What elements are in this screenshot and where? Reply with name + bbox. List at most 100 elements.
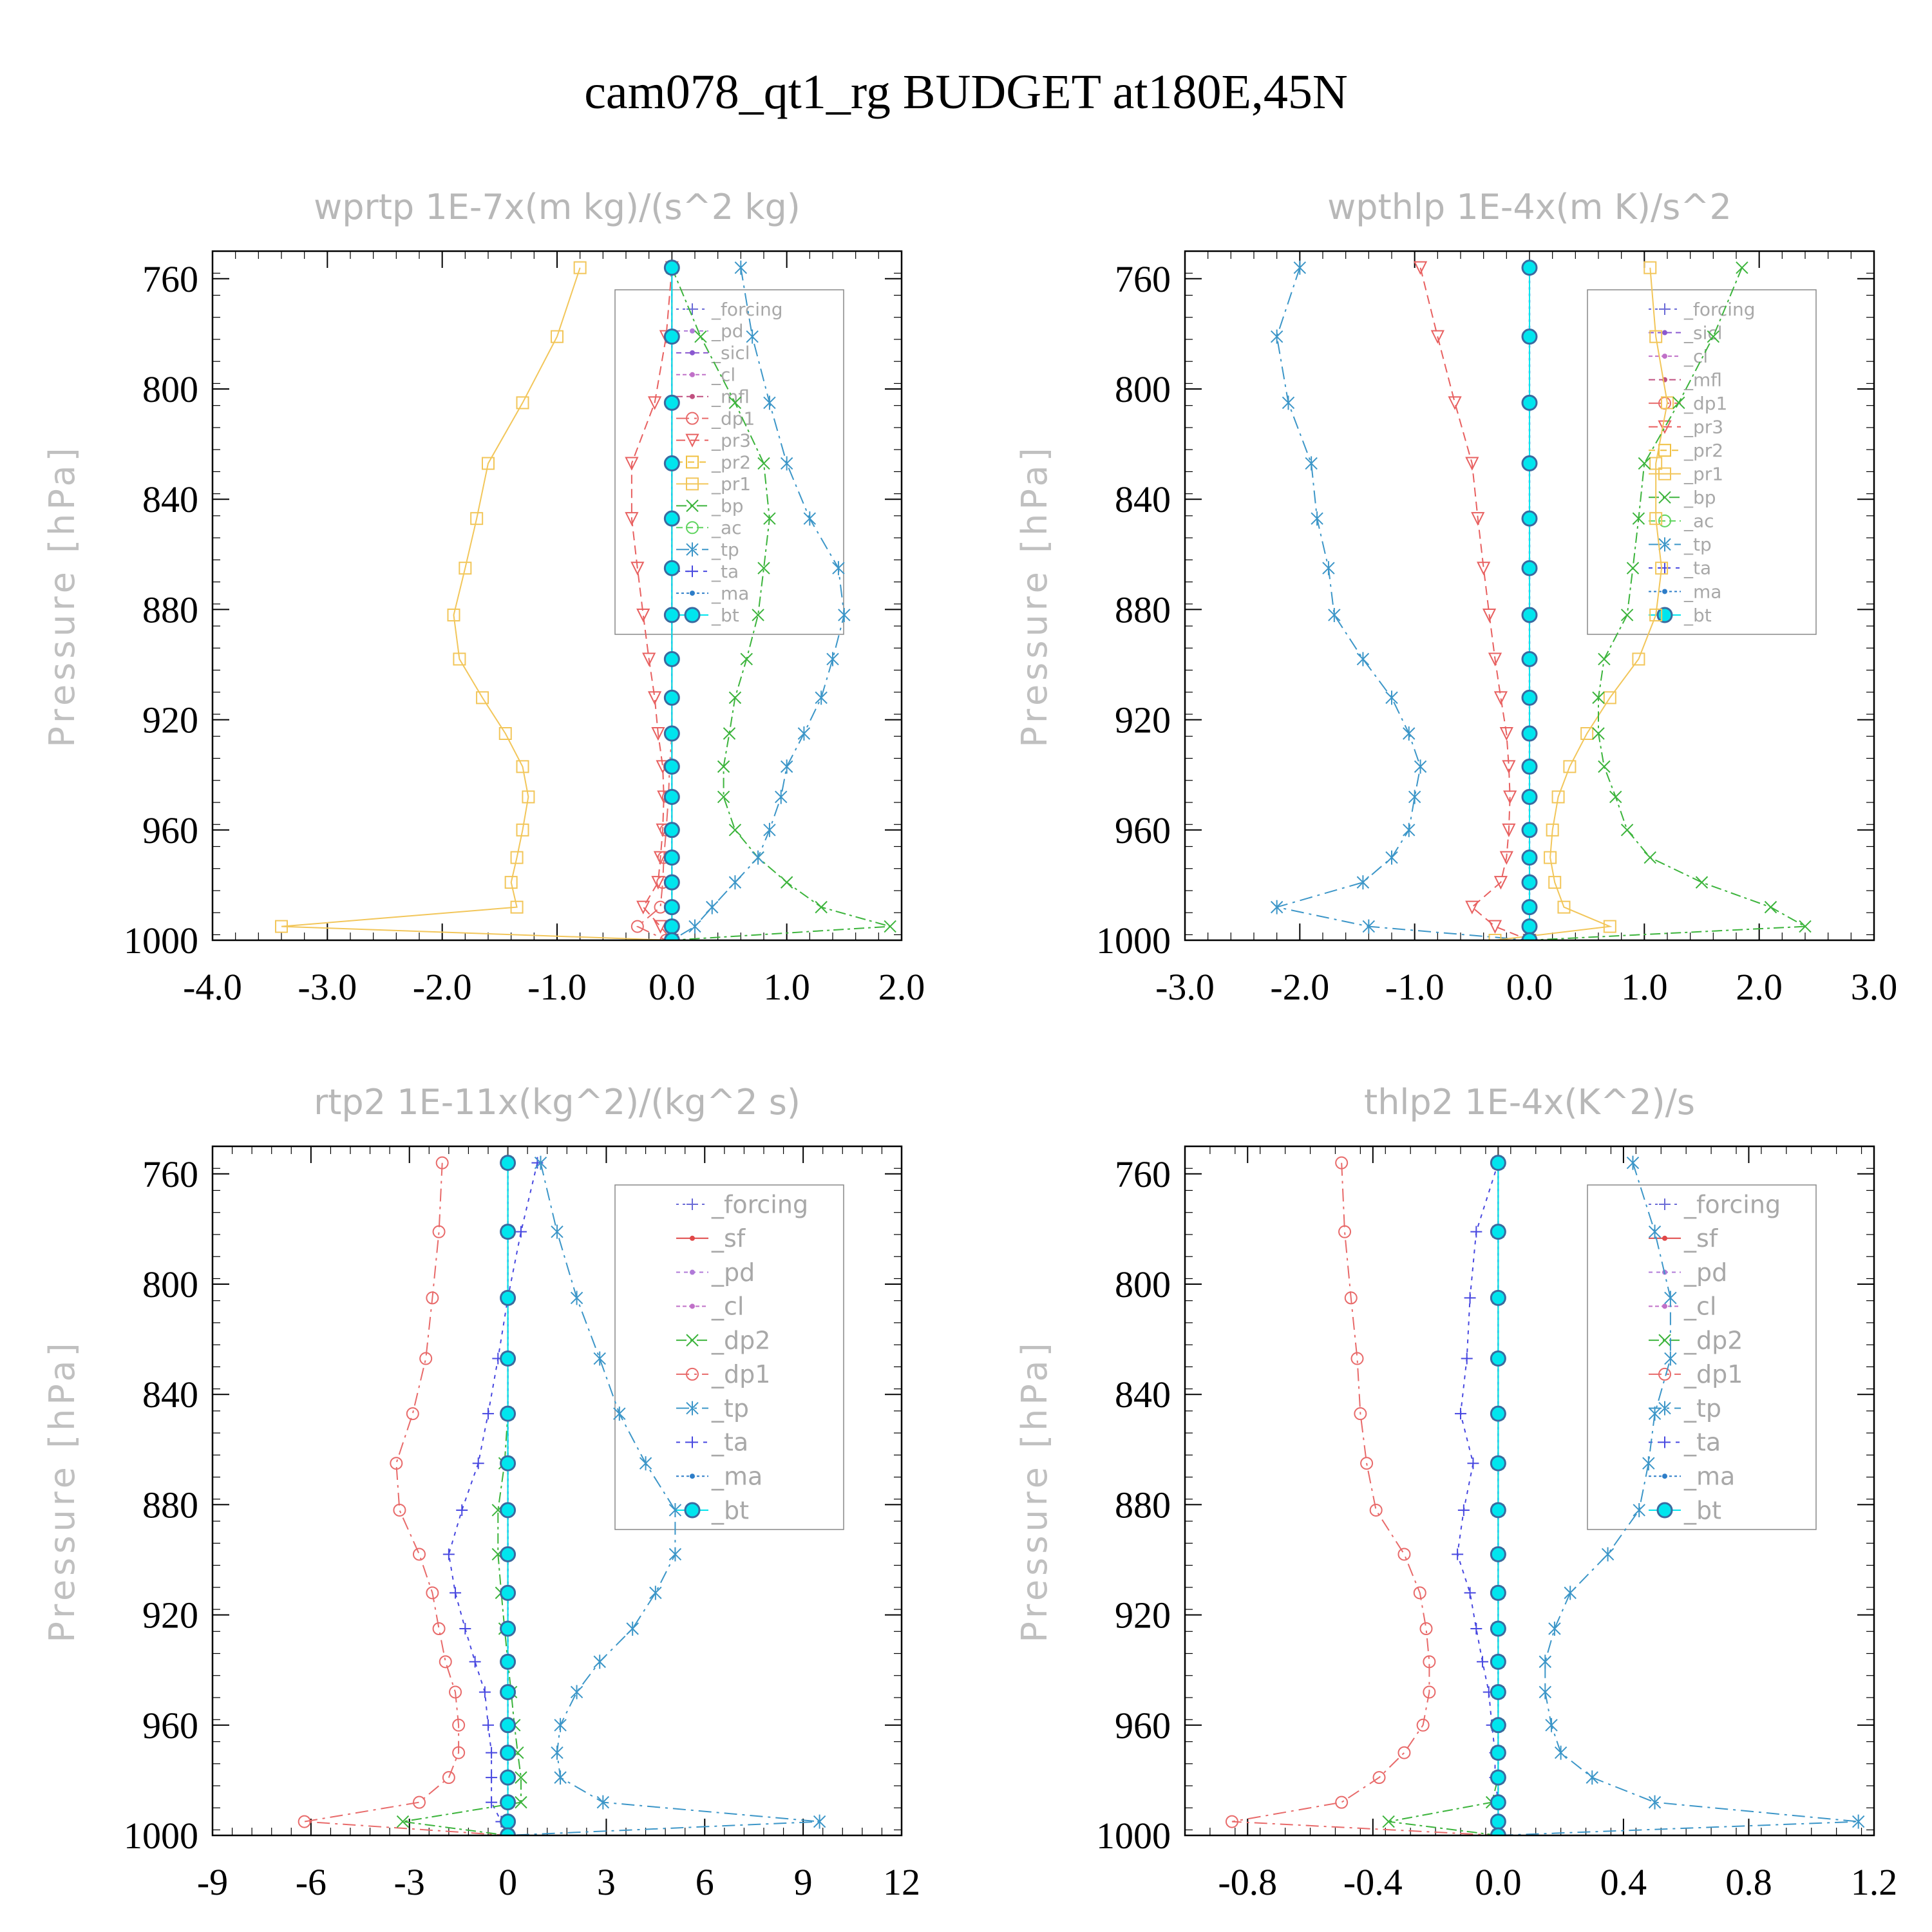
legend-marker bbox=[686, 412, 699, 425]
data-point bbox=[651, 727, 665, 741]
data-point bbox=[439, 1655, 452, 1669]
x-tick-label: -6 bbox=[296, 1861, 327, 1903]
data-point bbox=[1270, 329, 1283, 344]
data-point bbox=[1521, 788, 1538, 805]
x-tick-label: 0 bbox=[498, 1861, 517, 1903]
data-point bbox=[442, 1771, 455, 1785]
data-point bbox=[450, 1587, 462, 1599]
data-point bbox=[630, 562, 645, 576]
y-tick-label: 840 bbox=[1115, 478, 1171, 520]
data-point bbox=[1649, 457, 1663, 470]
data-point bbox=[663, 650, 680, 667]
data-point bbox=[663, 260, 680, 276]
x-tick-label: 0.8 bbox=[1725, 1861, 1772, 1903]
y-tick-label: 1000 bbox=[124, 920, 198, 961]
legend-label: _bt bbox=[1683, 605, 1712, 626]
data-point bbox=[516, 396, 529, 410]
data-point bbox=[775, 790, 788, 804]
x-tick-label: 6 bbox=[696, 1861, 714, 1903]
data-point bbox=[1488, 652, 1502, 667]
data-point bbox=[1397, 1746, 1411, 1759]
data-point bbox=[1490, 1653, 1506, 1670]
data-point bbox=[1764, 900, 1777, 914]
x-tick-label: -3 bbox=[394, 1861, 425, 1903]
data-point bbox=[1457, 1504, 1470, 1516]
series-line bbox=[304, 1162, 508, 1835]
legend-label: _pr3 bbox=[1683, 416, 1723, 437]
data-point bbox=[432, 1622, 446, 1635]
data-point bbox=[663, 607, 680, 623]
data-point bbox=[1490, 1827, 1506, 1835]
data-point bbox=[1598, 652, 1611, 666]
data-point bbox=[763, 822, 776, 837]
legend-marker bbox=[687, 565, 698, 578]
data-point bbox=[663, 394, 680, 411]
data-point bbox=[413, 1795, 426, 1809]
data-point bbox=[1493, 876, 1508, 890]
data-point bbox=[663, 874, 680, 891]
legend-label: _tp bbox=[1683, 534, 1712, 555]
data-point bbox=[1356, 875, 1370, 890]
data-point bbox=[593, 1351, 606, 1366]
series-line bbox=[1529, 267, 1808, 940]
data-point bbox=[500, 1350, 516, 1367]
y-tick-label: 760 bbox=[142, 1153, 198, 1195]
data-point bbox=[1482, 608, 1497, 623]
data-point bbox=[1372, 1771, 1386, 1785]
data-point bbox=[663, 758, 680, 775]
legend-marker bbox=[1662, 1303, 1667, 1309]
x-tick-label: 3 bbox=[597, 1861, 616, 1903]
y-tick-label: 760 bbox=[1115, 258, 1171, 300]
legend-box bbox=[1587, 289, 1817, 635]
data-point bbox=[1490, 1745, 1506, 1761]
legend-label: _cl bbox=[711, 365, 735, 386]
data-point bbox=[639, 1456, 652, 1471]
data-point bbox=[1521, 510, 1538, 527]
data-point bbox=[740, 652, 753, 666]
data-point bbox=[442, 1548, 455, 1560]
data-point bbox=[426, 1291, 439, 1305]
legend-marker bbox=[686, 499, 699, 513]
data-point bbox=[663, 455, 680, 472]
panel-title: thlp2 1E-4x(K^2)/s bbox=[1364, 1082, 1695, 1122]
data-point bbox=[1490, 1502, 1506, 1519]
data-point bbox=[1305, 456, 1318, 471]
data-point bbox=[500, 1794, 516, 1811]
legend-marker bbox=[1658, 420, 1672, 434]
legend-marker bbox=[1658, 537, 1671, 552]
legend-marker bbox=[1662, 354, 1667, 359]
data-point bbox=[1503, 790, 1517, 804]
series-line bbox=[1231, 1162, 1499, 1835]
data-point bbox=[1477, 1656, 1489, 1668]
data-point bbox=[1490, 1794, 1506, 1811]
legend-label: _ta bbox=[711, 561, 739, 582]
data-point bbox=[1548, 1622, 1561, 1636]
data-point bbox=[1649, 512, 1663, 526]
data-point bbox=[757, 457, 770, 470]
data-point bbox=[500, 1745, 516, 1761]
data-point bbox=[1461, 1352, 1473, 1365]
data-point bbox=[1620, 824, 1634, 837]
data-point bbox=[728, 875, 742, 890]
data-point bbox=[1490, 1350, 1506, 1367]
legend-marker bbox=[686, 1401, 699, 1416]
data-point bbox=[515, 1226, 527, 1238]
data-point bbox=[1455, 1408, 1466, 1420]
data-point bbox=[647, 396, 662, 410]
data-point bbox=[1620, 609, 1634, 621]
data-point bbox=[554, 1718, 567, 1732]
data-point bbox=[500, 1620, 516, 1637]
data-point bbox=[1632, 652, 1645, 666]
data-point bbox=[1642, 1456, 1655, 1471]
x-tick-label: 12 bbox=[883, 1861, 920, 1903]
x-tick-label: 1.0 bbox=[763, 966, 810, 1008]
data-point bbox=[1648, 1224, 1662, 1239]
data-point bbox=[1499, 727, 1513, 741]
data-point bbox=[651, 876, 665, 890]
y-tick-label: 760 bbox=[142, 258, 198, 300]
data-point bbox=[1632, 512, 1645, 525]
legend-marker bbox=[686, 455, 699, 469]
data-point bbox=[1464, 1587, 1476, 1599]
legend-marker bbox=[690, 1235, 695, 1241]
data-point bbox=[1350, 1352, 1364, 1365]
